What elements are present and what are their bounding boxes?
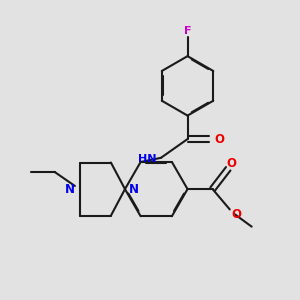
Text: O: O	[214, 133, 224, 146]
Text: O: O	[232, 208, 242, 220]
Text: N: N	[65, 183, 75, 196]
Text: O: O	[226, 157, 236, 169]
Text: N: N	[129, 183, 140, 196]
Text: F: F	[184, 26, 191, 36]
Text: HN: HN	[138, 154, 156, 164]
